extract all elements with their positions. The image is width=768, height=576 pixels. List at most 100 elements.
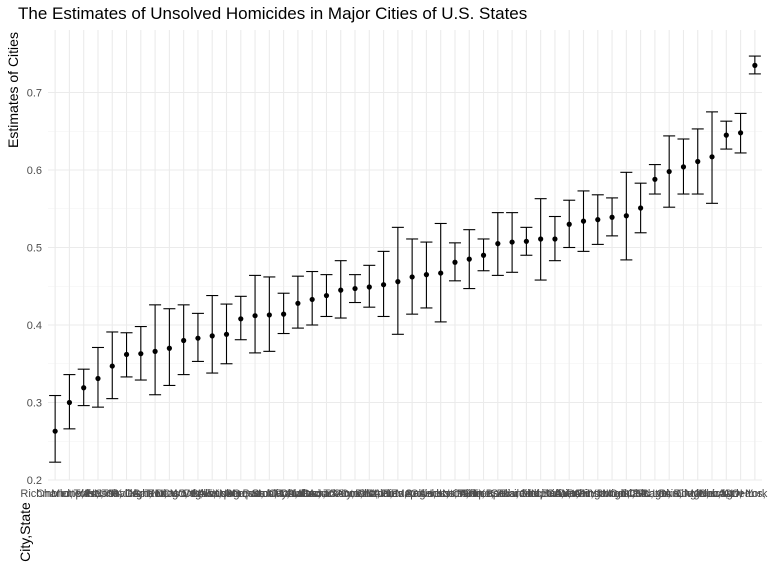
estimate-point (209, 333, 215, 339)
x-tick-label: Omaha, NE (341, 488, 398, 500)
estimate-point (123, 351, 130, 358)
estimate-point (737, 130, 744, 136)
x-tick-label: Fresno, CA (84, 488, 140, 500)
y-tick-label: 0.3 (27, 398, 42, 410)
x-tick-label: Houston, TX (425, 488, 487, 500)
estimate-point (595, 217, 601, 223)
x-tick-label: Indianapolis, IN (374, 488, 450, 500)
estimate-point (623, 213, 629, 219)
y-tick-label: 0.4 (27, 320, 42, 332)
x-tick-label: Stockton, CA (252, 488, 317, 500)
estimate-point (538, 236, 544, 242)
x-tick-label: Miami, FL (602, 488, 650, 500)
estimate-point (480, 252, 487, 258)
y-axis-tick-labels: 0.2 0.3 0.4 0.5 0.6 0.7 (27, 88, 42, 488)
estimate-point (166, 345, 172, 351)
x-tick-label: Fort Worth, TX (148, 488, 220, 500)
estimate-point (95, 375, 101, 382)
estimate-point (495, 241, 501, 247)
x-tick-label: Philadelphia, PA (501, 488, 582, 500)
x-tick-label: Savannah, GA (491, 488, 563, 500)
x-tick-label: San Diego, CA (133, 488, 206, 500)
y-tick-label: 0.2 (27, 475, 42, 487)
x-tick-label: San Bernardino, CA (463, 488, 561, 500)
x-tick-label: New York, NY (721, 488, 768, 500)
x-tick-label: Richmond, VA (20, 488, 90, 500)
estimate-point (81, 385, 87, 391)
estimate-point (152, 348, 158, 354)
estimate-point (223, 331, 230, 337)
estimate-point (252, 313, 258, 319)
estimate-point (466, 256, 472, 262)
estimate-point (566, 221, 572, 227)
estimate-point (338, 287, 344, 293)
x-tick-label: Atlanta, GA (370, 488, 427, 500)
x-tick-label: San Francisco, CA (252, 488, 344, 500)
x-tick-label: Cincinnati, OH (519, 488, 590, 500)
x-tick-label: Chicago, IL (698, 488, 754, 500)
estimate-point (295, 300, 301, 306)
estimate-point (281, 311, 287, 317)
estimate-point (609, 214, 615, 220)
x-tick-label: Chicago, IL (627, 488, 683, 500)
estimate-point (638, 205, 644, 211)
major-gridlines (48, 30, 762, 481)
estimate-point (352, 285, 358, 292)
x-tick-label: Dallas, TX (287, 488, 338, 500)
estimate-point (438, 270, 444, 276)
estimate-point (680, 164, 687, 170)
x-axis-title: City,State (17, 502, 33, 562)
x-tick-label: Denver, CO (183, 488, 241, 500)
x-tick-label: Boston, MA (355, 488, 413, 500)
x-tick-label: Birmingham, AL (659, 488, 737, 500)
x-tick-label: Albuquerque, NM (198, 488, 284, 500)
x-tick-label: Detroit, MI (558, 488, 609, 500)
error-bars (49, 55, 761, 463)
x-tick-label: St. Louis, MO (636, 488, 703, 500)
x-tick-label: Las Vegas, NV (162, 488, 235, 500)
x-tick-label: Charlotte, NC (36, 488, 103, 500)
estimate-point (195, 335, 201, 341)
estimate-point (52, 428, 58, 434)
x-tick-label: Jacksonville, FL (316, 488, 394, 500)
chart-title: The Estimates of Unsolved Homicides in M… (18, 4, 528, 23)
estimate-point (509, 239, 515, 245)
x-tick-label: Los Angeles, CA (386, 488, 468, 500)
estimate-points (52, 62, 758, 434)
x-tick-label: New Orleans, LA (699, 488, 768, 500)
x-tick-label: Milwaukee, wI (192, 488, 261, 500)
estimate-point (409, 274, 415, 280)
y-tick-label: 0.7 (27, 88, 42, 100)
estimate-point (552, 236, 558, 242)
x-tick-label: Raleigh, NC (111, 488, 170, 500)
estimate-point (109, 363, 115, 369)
estimate-point (66, 399, 73, 406)
x-tick-label: Nashville, TN (94, 488, 159, 500)
estimate-point (709, 154, 715, 160)
estimate-point (266, 312, 272, 318)
estimate-point (380, 282, 387, 288)
x-tick-label: Long Beach, CA (215, 488, 296, 500)
x-tick-label: Baton Rouge, LA (642, 488, 726, 500)
x-tick-label: Tampa, FL (458, 488, 510, 500)
x-tick-label: Oklahoma City, OK (280, 488, 374, 500)
estimate-point (323, 292, 330, 299)
x-tick-label: Durham, NC (125, 488, 186, 500)
estimate-point (309, 296, 315, 303)
estimate-point (181, 337, 187, 344)
estimate-point (695, 158, 701, 165)
x-tick-label: Sacramento, CA (300, 488, 381, 500)
estimate-point (423, 272, 430, 278)
x-tick-label: Kansas City, MO (228, 488, 310, 500)
estimate-point (138, 351, 144, 357)
x-tick-label: Tulsa, OK (74, 488, 123, 500)
x-tick-label: Washington, DC (558, 488, 638, 500)
x-tick-label: Cleveland, OH (676, 488, 748, 500)
estimate-point (666, 168, 672, 175)
x-tick-label: Columbus, OH (405, 488, 477, 500)
x-tick-label: Louisville, KY (436, 488, 503, 500)
estimate-point (752, 62, 758, 68)
y-axis-title: Estimates of Cities (5, 32, 21, 148)
